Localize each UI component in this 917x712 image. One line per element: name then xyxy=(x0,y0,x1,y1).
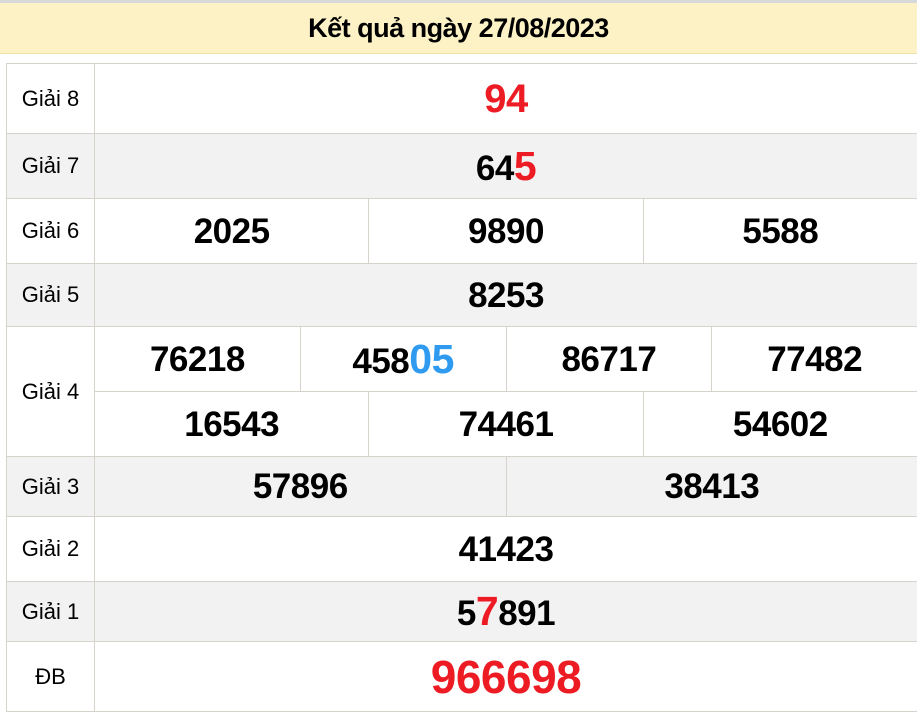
prize-cell-giai-8: 94 xyxy=(95,64,917,133)
prize-row-giai-8: Giải 8 94 xyxy=(6,64,917,134)
prize-number: 76218 xyxy=(149,339,245,379)
prize-row-giai-2: Giải 2 41423 xyxy=(6,517,917,582)
prize-cell-giai-4-7: 54602 xyxy=(642,392,917,456)
prize-label-dac-biet: ĐB xyxy=(6,642,95,711)
results-title: Kết quả ngày 27/08/2023 xyxy=(308,12,609,43)
prize-label-giai-6: Giải 6 xyxy=(6,199,95,263)
prize-cell-giai-4-4: 77482 xyxy=(711,327,917,391)
prize-row-dac-biet: ĐB 966698 xyxy=(6,642,917,712)
prize-row-giai-7: Giải 7 645 xyxy=(6,134,917,199)
results-table: Giải 8 94 Giải 7 645 Giải 6 2025 9890 55… xyxy=(6,63,917,712)
prize-number: 9890 xyxy=(468,211,544,251)
prize-number-giai-5: 8253 xyxy=(468,275,544,315)
prize-row-giai-4: Giải 4 76218 45805 86717 77482 16543 xyxy=(6,327,917,457)
prize-cell-dac-biet: 966698 xyxy=(95,642,917,711)
prize-number: 38413 xyxy=(664,467,760,506)
prize-number: 16543 xyxy=(184,404,280,444)
prize-cell-giai-4-6: 74461 xyxy=(368,392,642,456)
prize-number: 45805 xyxy=(352,335,454,382)
prize-number: 77482 xyxy=(767,339,863,379)
prize-label-giai-2: Giải 2 xyxy=(6,517,95,581)
prize-number: 74461 xyxy=(458,404,554,444)
prize-label-giai-4: Giải 4 xyxy=(6,327,95,456)
prize-cell-giai-6-2: 9890 xyxy=(368,199,642,263)
results-header: Kết quả ngày 27/08/2023 xyxy=(0,3,917,54)
prize-number-dac-biet: 966698 xyxy=(430,650,582,703)
prize-cell-giai-1: 57891 xyxy=(95,582,917,641)
prize-number-giai-8: 94 xyxy=(484,76,528,121)
prize-number: 86717 xyxy=(561,339,657,379)
prize-row-giai-3: Giải 3 57896 38413 xyxy=(6,457,917,517)
prize-number: 5588 xyxy=(742,211,819,251)
giai-4-subrow-1: 76218 45805 86717 77482 xyxy=(95,327,917,392)
highlighted-digit: 7 xyxy=(475,588,499,634)
prize-cell-giai-2: 41423 xyxy=(95,517,917,581)
prize-label-giai-3: Giải 3 xyxy=(6,457,95,516)
prize-cell-giai-6-3: 5588 xyxy=(642,199,917,263)
prize-cell-giai-4-2: 45805 xyxy=(299,327,506,391)
prize-label-giai-1: Giải 1 xyxy=(6,582,95,641)
prize-cell-giai-7: 645 xyxy=(95,134,917,198)
prize-cell-giai-4-1: 76218 xyxy=(95,327,300,391)
prize-cell-giai-4-5: 16543 xyxy=(95,392,368,456)
prize-row-giai-6: Giải 6 2025 9890 5588 xyxy=(6,199,917,264)
prize-cell-giai-3-1: 57896 xyxy=(95,457,506,516)
giai-4-subrow-2: 16543 74461 54602 xyxy=(95,392,917,456)
prize-cell-giai-4-3: 86717 xyxy=(505,327,712,391)
highlighted-digits: 05 xyxy=(409,335,454,382)
prize-number-giai-7: 645 xyxy=(475,142,537,189)
prize-number: 2025 xyxy=(193,211,270,251)
prize-row-giai-5: Giải 5 8253 xyxy=(6,264,917,327)
prize-cell-giai-6-1: 2025 xyxy=(95,199,368,263)
prize-number-giai-2: 41423 xyxy=(458,529,554,569)
prize-cell-giai-3-2: 38413 xyxy=(505,457,917,516)
prize-label-giai-5: Giải 5 xyxy=(6,264,95,326)
prize-number: 54602 xyxy=(732,404,828,444)
prize-cell-giai-5: 8253 xyxy=(95,264,917,326)
prize-label-giai-8: Giải 8 xyxy=(6,64,95,133)
top-strip xyxy=(0,0,917,3)
prize-number: 57896 xyxy=(252,467,348,506)
prize-number-giai-1: 57891 xyxy=(456,588,556,634)
highlighted-digit: 5 xyxy=(513,142,537,189)
prize-label-giai-7: Giải 7 xyxy=(6,134,95,198)
prize-row-giai-1: Giải 1 57891 xyxy=(6,582,917,642)
